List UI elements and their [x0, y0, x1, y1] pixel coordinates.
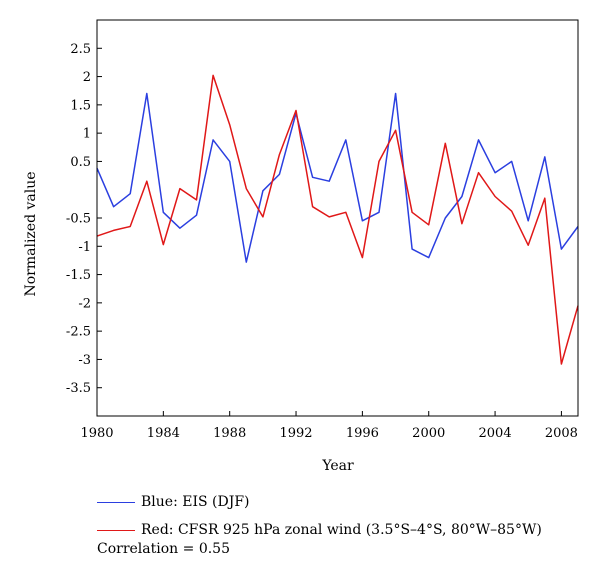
- y-tick-label: -2: [78, 296, 91, 311]
- y-tick-label: 2.5: [70, 42, 91, 57]
- legend-item-blue: Blue: EIS (DJF): [97, 488, 542, 516]
- legend-label-red: Red: CFSR 925 hPa zonal wind (3.5°S–4°S,…: [141, 522, 542, 538]
- y-tick-label: 0.5: [70, 155, 91, 170]
- legend-item-red: Red: CFSR 925 hPa zonal wind (3.5°S–4°S,…: [97, 516, 542, 544]
- series-line-blue: [96, 92, 579, 263]
- x-tick-label: 2008: [545, 426, 578, 441]
- legend-swatch-red: [97, 529, 135, 531]
- x-tick-label: 2004: [479, 426, 512, 441]
- legend-swatch-blue: [97, 501, 135, 503]
- legend-label-blue: Blue: EIS (DJF): [141, 494, 250, 510]
- plot-area: [96, 74, 579, 365]
- x-tick-label: 1984: [147, 426, 180, 441]
- axes: 2.5 2 1.5 1 0.5 -0.5 -1 -1.5 -2 -2.5 -3 -3.5 1980 198…: [66, 19, 579, 441]
- y-tick-label: -1: [78, 240, 91, 255]
- x-tick-label: 1996: [346, 426, 379, 441]
- y-tick-label: 2: [83, 70, 91, 85]
- x-tick-label: 1992: [279, 426, 312, 441]
- x-tick-label: 2000: [412, 426, 445, 441]
- x-tick-label: 1980: [80, 426, 113, 441]
- y-tick-label: 1.5: [70, 98, 91, 113]
- y-axis-title: Normalized value: [23, 171, 39, 296]
- y-tick-label: -3.5: [66, 381, 91, 396]
- y-tick-label: -2.5: [66, 325, 91, 340]
- y-tick-label: -0.5: [66, 212, 91, 227]
- legend: Blue: EIS (DJF) Red: CFSR 925 hPa zonal …: [97, 488, 542, 544]
- x-tick-label: 1988: [213, 426, 246, 441]
- y-tick-label: 1: [83, 127, 91, 142]
- y-tick-label: -1.5: [66, 268, 91, 283]
- series-line-red: [96, 74, 579, 365]
- correlation-text: Correlation = 0.55: [97, 541, 230, 557]
- y-tick-label: -3: [78, 353, 91, 368]
- x-axis-title: Year: [321, 458, 354, 474]
